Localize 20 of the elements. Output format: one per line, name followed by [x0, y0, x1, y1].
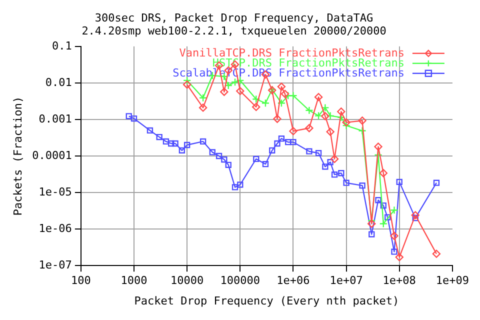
y-tick-label: 1e-06 [38, 222, 72, 235]
y-tick-label: 0.001 [38, 112, 72, 126]
y-tick-label: 0.01 [45, 76, 72, 89]
y-tick-label: 1e-07 [38, 258, 72, 272]
x-tick-label: 1e+08 [382, 274, 416, 288]
x-tick-label: 1000 [120, 274, 148, 288]
x-tick-label: 100000 [220, 274, 260, 288]
y-tick-label: 1e-05 [38, 185, 72, 198]
legend-label: VanillaTCP.DRS FractionPktsRetrans [179, 46, 404, 60]
x-tick-label: 1e+07 [330, 274, 363, 288]
y-tick-label: 0.0001 [32, 148, 72, 162]
x-tick-label: 10000 [170, 274, 204, 288]
x-axis-title: Packet Drop Frequency (Every nth packet) [134, 294, 400, 308]
y-tick-label: 0.1 [52, 39, 72, 52]
x-tick-label: 100 [71, 274, 91, 288]
x-tick-label: 1e+06 [276, 274, 310, 288]
chart-subtitle: 2.4.20smp web100-2.2.1, txqueuelen 20000/20000 [82, 24, 386, 38]
x-tick-label: 1e+09 [436, 274, 470, 288]
y-axis-title: Packets (Fraction) [11, 96, 24, 216]
chart-title: 300sec DRS, Packet Drop Frequency, DataTAG [94, 11, 374, 24]
